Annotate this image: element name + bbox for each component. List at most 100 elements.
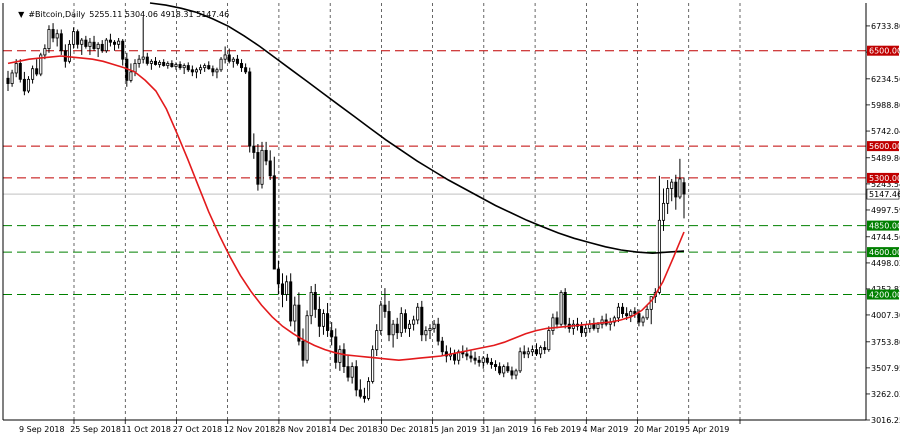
x-tick-label: 27 Oct 2018 bbox=[173, 425, 222, 434]
candle-body bbox=[301, 340, 305, 361]
candle-body bbox=[227, 54, 231, 62]
y-tick-label: 6234.56 bbox=[871, 75, 900, 84]
x-tick-label: 4 Mar 2019 bbox=[583, 425, 629, 434]
y-tick-label: 3753.80 bbox=[871, 338, 900, 347]
candle-body bbox=[580, 325, 584, 334]
x-tick-label: 5 Apr 2019 bbox=[685, 425, 729, 434]
candle-body bbox=[178, 64, 182, 69]
candle-body bbox=[506, 366, 510, 372]
candle-body bbox=[22, 78, 26, 92]
candle-body bbox=[440, 340, 444, 353]
candle-body bbox=[641, 317, 645, 323]
candle-body bbox=[190, 69, 194, 73]
x-tick-label: 12 Nov 2018 bbox=[224, 425, 275, 434]
candle-body bbox=[186, 65, 190, 71]
y-tick-label: 4007.30 bbox=[871, 311, 900, 320]
candle-body bbox=[59, 33, 63, 52]
level-price-tag bbox=[867, 247, 899, 258]
y-tick-label: 3016.25 bbox=[871, 416, 900, 425]
symbol-label: #Bitcoin,Daily bbox=[28, 10, 86, 19]
candle-body bbox=[211, 68, 215, 73]
candle-body bbox=[432, 323, 436, 329]
candle-body bbox=[412, 319, 416, 325]
candle-body bbox=[395, 323, 399, 334]
candle-body bbox=[612, 317, 616, 323]
candle-body bbox=[563, 291, 567, 325]
candle-body bbox=[350, 366, 354, 378]
candle-body bbox=[100, 43, 104, 52]
level-price-tag bbox=[867, 220, 899, 231]
candle-body bbox=[494, 364, 498, 367]
candle-body bbox=[338, 349, 342, 363]
candle-body bbox=[285, 281, 289, 295]
level-price-tag bbox=[867, 45, 899, 56]
x-tick-label: 16 Feb 2019 bbox=[531, 425, 581, 434]
candle-body bbox=[616, 306, 620, 319]
slow-moving-average-line bbox=[149, 2, 685, 255]
candle-body bbox=[51, 29, 55, 39]
candle-body bbox=[420, 306, 424, 336]
candle-body bbox=[584, 328, 588, 334]
candle-body bbox=[514, 370, 518, 376]
candle-body bbox=[72, 31, 76, 45]
candle-body bbox=[534, 349, 539, 355]
candle-body bbox=[342, 349, 346, 367]
candle-body bbox=[674, 181, 678, 198]
candle-body bbox=[309, 291, 313, 317]
candle-body bbox=[96, 43, 100, 49]
candle-body bbox=[137, 58, 141, 64]
candle-body bbox=[10, 72, 14, 84]
candle-body bbox=[117, 40, 121, 45]
candle-body bbox=[530, 349, 534, 353]
candle-body bbox=[84, 39, 88, 47]
candle-body bbox=[272, 175, 276, 270]
candle-body bbox=[387, 311, 391, 336]
candle-body bbox=[477, 359, 481, 363]
candle-body bbox=[260, 149, 264, 185]
candle-body bbox=[244, 67, 248, 73]
candle-body bbox=[592, 323, 596, 329]
candle-body bbox=[383, 304, 387, 312]
y-tick-label: 5742.04 bbox=[871, 127, 900, 136]
candle-body bbox=[321, 313, 325, 327]
candle-body bbox=[407, 323, 412, 329]
candle-body bbox=[215, 69, 219, 73]
candle-body bbox=[35, 68, 39, 75]
candle-body bbox=[539, 347, 543, 355]
candle-body bbox=[76, 31, 80, 45]
level-price-tag-label: 5600.00 bbox=[869, 142, 900, 151]
x-tick-label: 31 Jan 2019 bbox=[480, 425, 528, 434]
candle-body bbox=[657, 219, 661, 293]
candle-body bbox=[166, 63, 170, 66]
candle-body bbox=[522, 351, 526, 355]
x-tick-label: 20 Mar 2019 bbox=[634, 425, 685, 434]
candle-body bbox=[678, 178, 682, 198]
candle-body bbox=[596, 323, 600, 329]
candle-body bbox=[43, 48, 47, 56]
candle-body bbox=[162, 61, 166, 66]
level-price-tag-label: 4850.00 bbox=[869, 222, 900, 231]
candle-body bbox=[436, 323, 440, 342]
candle-body bbox=[424, 330, 428, 336]
down-arrow-icon: ▼ bbox=[18, 10, 25, 19]
candle-body bbox=[170, 63, 174, 68]
candle-body bbox=[317, 308, 321, 327]
candle-body bbox=[153, 60, 158, 65]
candle-body bbox=[682, 182, 686, 195]
candle-body bbox=[276, 268, 280, 285]
candle-body bbox=[252, 145, 256, 153]
candle-body bbox=[465, 353, 469, 357]
candle-body bbox=[371, 349, 375, 382]
candle-body bbox=[661, 202, 666, 221]
level-price-tag bbox=[867, 289, 899, 300]
candle-body bbox=[108, 39, 112, 43]
candle-body bbox=[264, 149, 268, 162]
candle-body bbox=[39, 54, 43, 75]
candle-body bbox=[367, 381, 371, 399]
candle-body bbox=[428, 328, 432, 331]
candle-body bbox=[293, 304, 297, 322]
candle-body bbox=[358, 389, 362, 397]
candle-body bbox=[194, 69, 198, 73]
candle-body bbox=[55, 33, 59, 39]
candle-body bbox=[555, 317, 559, 325]
